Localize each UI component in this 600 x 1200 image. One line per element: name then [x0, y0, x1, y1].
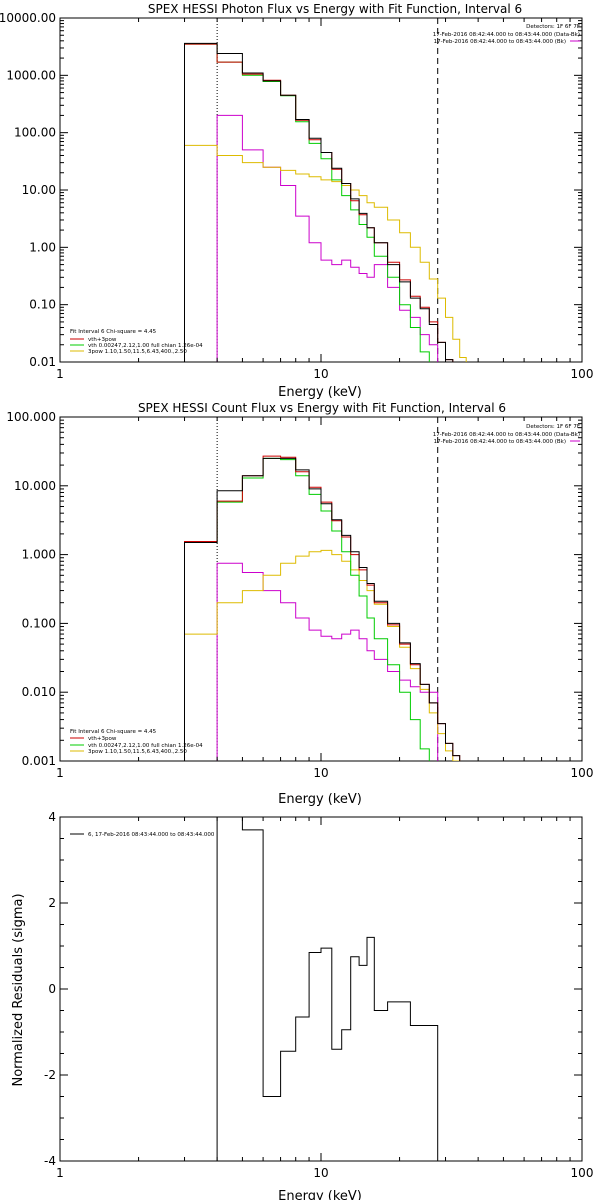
- p2-series-bk: [216, 562, 439, 761]
- p2-ytick-label: 10.000: [14, 479, 56, 493]
- panel2-legend-vth: vth 0.00247,2.12,1.00 full chian 1.26e-0…: [88, 743, 203, 749]
- panel2-xlabel: Energy (keV): [278, 792, 362, 807]
- p1-ytick-label: 100.00: [14, 126, 56, 140]
- panel1-title: SPEX HESSI Photon Flux vs Energy with Fi…: [148, 2, 522, 16]
- p3-ytick-label: 0: [48, 982, 56, 996]
- p1-xtick-label: 10: [313, 367, 328, 381]
- p1-series-pow: [184, 144, 467, 362]
- p2-ytick-label: 0.100: [22, 616, 56, 630]
- p1-series-data: [184, 42, 454, 362]
- panel3-xlabel: Energy (keV): [278, 1189, 362, 1200]
- p3-ytick-label: 2: [48, 896, 56, 910]
- photon-flux-panel: SPEX HESSI Photon Flux vs Energy with Fi…: [0, 2, 594, 400]
- p1-ytick-label: 10.00: [22, 183, 56, 197]
- p2-series-pow: [184, 549, 461, 761]
- panel1-legend-vth: vth 0.00247,2.12,1.00 full chian 1.26e-0…: [88, 343, 203, 349]
- p3-series-data: [216, 817, 439, 1161]
- panel2-title: SPEX HESSI Count Flux vs Energy with Fit…: [138, 401, 506, 415]
- panel2-legend-fit: Fit Interval 6 Chi-square = 4.45: [70, 729, 157, 735]
- panel1-legend-total: vth+3pow: [88, 337, 117, 343]
- panel3-ylabel: Normalized Residuals (sigma): [11, 893, 26, 1086]
- p2-ytick-label: 100.000: [6, 410, 56, 424]
- p2-ytick-label: 1.000: [22, 548, 56, 562]
- p1-series-vth: [184, 43, 430, 362]
- panel2-legend-pow: 3pow 1.10,1.50,11.5,6.43,400.,2.50: [88, 749, 187, 755]
- p1-ytick-label: 0.01: [29, 355, 56, 369]
- panel3-legend: 6, 17-Feb-2016 08:43:44.000 to 08:43:44.…: [88, 832, 215, 838]
- panel1-header-line-1: Detectors: 1F 6F 7F: [526, 24, 580, 30]
- panel1-legend-pow: 3pow 1.10,1.50,11.5,6.43,400.,2.50: [88, 349, 187, 355]
- p2-xtick-label: 100: [571, 766, 594, 780]
- panel1-xlabel: Energy (keV): [278, 385, 362, 400]
- p2-xtick-label: 10: [313, 766, 328, 780]
- panel2-header-line-1: Detectors: 1F 6F 7F: [526, 424, 580, 430]
- p3-xtick-label: 1: [56, 1166, 64, 1180]
- p3-ytick-label: 4: [48, 810, 56, 824]
- panel1-legend-fit: Fit Interval 6 Chi-square = 4.45: [70, 329, 157, 335]
- p1-ytick-label: 0.10: [29, 298, 56, 312]
- p3-xtick-label: 10: [313, 1166, 328, 1180]
- p3-ytick-label: -2: [44, 1068, 56, 1082]
- p3-xtick-label: 100: [571, 1166, 594, 1180]
- p3-ytick-label: -4: [44, 1154, 56, 1168]
- count-flux-panel: SPEX HESSI Count Flux vs Energy with Fit…: [6, 401, 594, 807]
- p2-ytick-label: 0.001: [22, 754, 56, 768]
- panel2-header-line-2: 17-Feb-2016 08:42:44.000 to 08:43:44.000…: [433, 432, 580, 438]
- panel1-header-line-3: 17-Feb-2016 08:42:44.000 to 08:43:44.000…: [434, 39, 566, 45]
- p1-ytick-label: 10000.00: [0, 11, 56, 25]
- p2-xtick-label: 1: [56, 766, 64, 780]
- panel2-legend-total: vth+3pow: [88, 736, 117, 742]
- panel2-header-line-3: 17-Feb-2016 08:42:44.000 to 08:43:44.000…: [434, 439, 566, 445]
- p2-series-data: [184, 457, 461, 761]
- p1-xtick-label: 1: [56, 367, 64, 381]
- p1-ytick-label: 1000.00: [6, 68, 56, 82]
- p1-xtick-label: 100: [571, 367, 594, 381]
- panel1-header-line-2: 17-Feb-2016 08:42:44.000 to 08:43:44.000…: [433, 32, 580, 38]
- residuals-panel: 1 10 100 -4 -2 0 2 4 6, 17-Feb-2016 08:43:44.00…: [11, 810, 593, 1200]
- p1-ytick-label: 1.00: [29, 240, 56, 254]
- p2-ytick-label: 0.010: [22, 685, 56, 699]
